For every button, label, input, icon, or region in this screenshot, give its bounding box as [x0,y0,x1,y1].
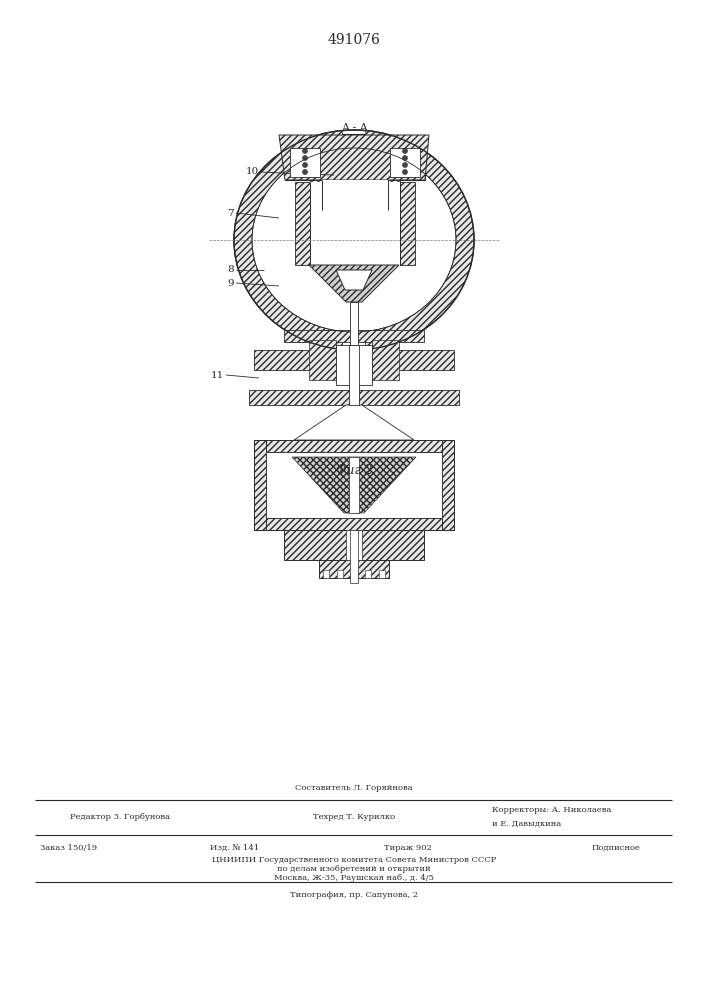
Text: 7: 7 [228,209,234,218]
Text: Фиг 2: Фиг 2 [336,464,373,477]
Polygon shape [284,330,424,342]
Text: Изд. № 141: Изд. № 141 [210,844,259,852]
Polygon shape [350,302,358,345]
Polygon shape [349,345,359,405]
Polygon shape [309,265,399,302]
Polygon shape [310,182,400,265]
Circle shape [402,162,407,167]
Polygon shape [279,135,429,180]
Polygon shape [234,131,344,349]
Polygon shape [349,457,359,513]
Text: 8: 8 [228,265,234,274]
Polygon shape [266,452,442,518]
Polygon shape [254,440,266,530]
Text: A - A: A - A [341,123,368,133]
Text: Техред Т. Курилко: Техред Т. Курилко [313,813,395,821]
Polygon shape [372,340,399,380]
Text: Типография, пр. Сапунова, 2: Типография, пр. Сапунова, 2 [290,891,418,899]
Polygon shape [400,182,415,265]
Polygon shape [290,148,320,177]
Circle shape [402,169,407,174]
Text: Тираж 902: Тираж 902 [384,844,432,852]
Circle shape [303,148,308,153]
Text: 491076: 491076 [327,33,380,47]
Polygon shape [323,570,329,578]
Polygon shape [350,530,358,583]
Polygon shape [294,405,414,440]
Polygon shape [346,530,362,560]
Circle shape [402,148,407,153]
Polygon shape [254,350,336,370]
Circle shape [303,155,308,160]
Text: Составитель Л. Горяйнова: Составитель Л. Горяйнова [296,784,413,792]
Polygon shape [319,560,389,578]
Polygon shape [388,180,400,210]
Text: Заказ 150/19: Заказ 150/19 [40,844,97,852]
Circle shape [303,169,308,174]
Polygon shape [337,570,343,578]
Polygon shape [322,180,388,210]
Circle shape [303,162,308,167]
Polygon shape [351,570,357,578]
Polygon shape [336,270,372,290]
Circle shape [402,155,407,160]
Polygon shape [295,182,310,265]
Polygon shape [379,570,385,578]
Polygon shape [249,390,459,405]
Polygon shape [365,570,371,578]
Text: Корректоры: А. Николаева: Корректоры: А. Николаева [492,806,612,814]
Polygon shape [442,440,454,530]
Polygon shape [336,345,372,385]
Ellipse shape [234,130,474,350]
Text: ЦНИИПИ Государственного комитета Совета Министров СССР: ЦНИИПИ Государственного комитета Совета … [212,856,496,864]
Text: 11: 11 [211,370,224,379]
Polygon shape [364,131,474,349]
Polygon shape [285,145,425,180]
Text: 10: 10 [246,167,259,176]
Polygon shape [292,457,416,513]
Polygon shape [254,440,454,452]
Polygon shape [310,180,322,210]
Polygon shape [390,148,420,177]
Text: Подписное: Подписное [592,844,641,852]
Text: Москва, Ж-35, Раушская наб., д. 4/5: Москва, Ж-35, Раушская наб., д. 4/5 [274,874,434,882]
Text: 9: 9 [228,278,234,288]
Text: и Е. Давыдкина: и Е. Давыдкина [492,820,561,828]
Text: по делам изобретений и открытий: по делам изобретений и открытий [277,865,431,873]
Polygon shape [284,530,424,560]
Polygon shape [254,518,454,530]
Text: Редактор З. Горбунова: Редактор З. Горбунова [70,813,170,821]
Polygon shape [372,350,454,370]
Polygon shape [309,340,336,380]
